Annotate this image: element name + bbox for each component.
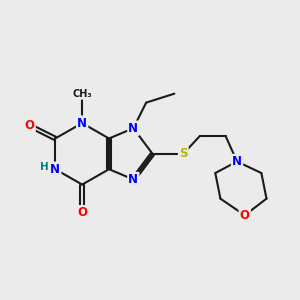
Text: N: N [77, 117, 87, 130]
Text: S: S [179, 147, 188, 160]
Text: O: O [240, 209, 250, 222]
Text: O: O [25, 119, 35, 132]
Text: N: N [128, 122, 138, 135]
Text: CH₃: CH₃ [72, 89, 92, 99]
Text: O: O [77, 206, 87, 219]
Text: N: N [232, 155, 242, 168]
Text: N: N [50, 163, 60, 176]
Text: N: N [128, 173, 138, 186]
Text: H: H [40, 162, 49, 172]
